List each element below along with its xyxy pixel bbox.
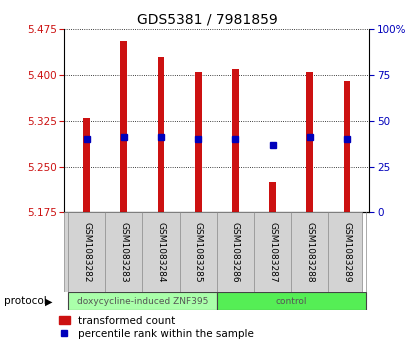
Bar xyxy=(232,69,239,212)
Text: doxycycline-induced ZNF395: doxycycline-induced ZNF395 xyxy=(77,297,208,306)
Text: GSM1083288: GSM1083288 xyxy=(305,222,314,283)
Text: GSM1083285: GSM1083285 xyxy=(194,222,203,283)
Bar xyxy=(83,118,90,212)
Text: GSM1083286: GSM1083286 xyxy=(231,222,240,283)
Text: control: control xyxy=(276,297,307,306)
Bar xyxy=(269,182,276,212)
Bar xyxy=(68,292,217,310)
Bar xyxy=(158,57,164,212)
Text: GSM1083289: GSM1083289 xyxy=(342,222,352,283)
Bar xyxy=(120,41,127,212)
Text: protocol: protocol xyxy=(4,296,47,306)
Bar xyxy=(217,292,366,310)
Text: GSM1083282: GSM1083282 xyxy=(82,222,91,282)
Bar xyxy=(195,72,202,212)
Text: ▶: ▶ xyxy=(45,296,53,306)
Text: GSM1083284: GSM1083284 xyxy=(156,222,166,282)
Bar xyxy=(344,81,350,212)
Legend: transformed count, percentile rank within the sample: transformed count, percentile rank withi… xyxy=(59,315,254,339)
Bar xyxy=(307,72,313,212)
Text: GSM1083283: GSM1083283 xyxy=(120,222,128,283)
Text: GDS5381 / 7981859: GDS5381 / 7981859 xyxy=(137,13,278,27)
Text: GSM1083287: GSM1083287 xyxy=(268,222,277,283)
